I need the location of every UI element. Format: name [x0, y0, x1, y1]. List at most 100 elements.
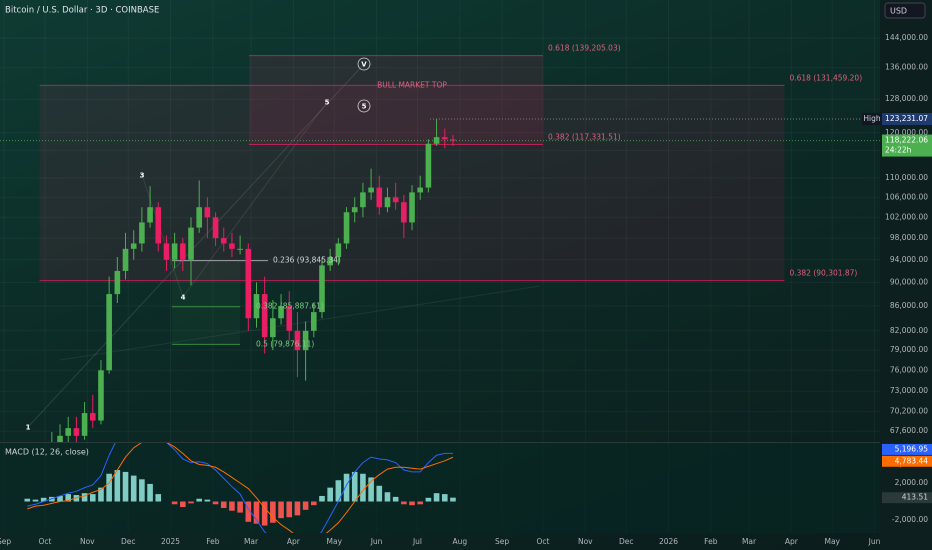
candle-body	[139, 222, 145, 244]
candle-body	[335, 243, 342, 258]
macd-signal-line	[27, 443, 454, 533]
macd-histogram-bar	[171, 501, 178, 505]
candle-body	[343, 212, 350, 244]
macd-value-label: 5,196.95	[895, 444, 929, 453]
macd-histogram-bar	[57, 495, 63, 502]
candle-body	[57, 435, 63, 442]
candle-body	[114, 270, 121, 295]
candle-body	[212, 217, 219, 239]
macd-histogram-bar	[147, 483, 153, 502]
candle-body	[237, 248, 243, 250]
candle-body	[220, 238, 227, 244]
macd-title: MACD (12, 26, close)	[5, 448, 89, 457]
x-tick-label: Apr	[785, 537, 799, 546]
chart-title: Bitcoin / U.S. Dollar · 3D · COINBASE	[5, 6, 159, 16]
candle-body	[401, 202, 407, 223]
candle-body	[278, 306, 284, 319]
macd-value-label: 413.51	[902, 493, 928, 502]
macd-histogram-bar	[278, 501, 284, 519]
macd-histogram-bar	[384, 492, 391, 502]
candle-body	[433, 137, 440, 144]
candle-body	[163, 243, 170, 260]
y-tick-label: 106,000.00	[885, 192, 928, 201]
fib-label: 0.382 (117,331.51)	[548, 132, 621, 141]
macd-histogram-bar	[450, 497, 456, 502]
candle-body	[417, 187, 424, 193]
macd-histogram-bar	[122, 471, 129, 502]
y-tick-label: 110,000.00	[885, 173, 928, 182]
trend-line	[59, 285, 541, 361]
x-tick-label: Jul	[412, 537, 422, 546]
candle-body	[98, 370, 104, 421]
macd-histogram-bar	[24, 498, 31, 502]
y-tick-label: 86,000.00	[890, 301, 928, 310]
macd-value-bg	[882, 492, 932, 504]
candle-body	[360, 192, 366, 208]
macd-histogram-bar	[441, 494, 448, 502]
macd-histogram-bar	[376, 485, 383, 502]
candle-body	[155, 207, 162, 244]
x-tick-label: May	[824, 537, 840, 546]
macd-macd-line	[27, 443, 453, 533]
wave-line	[27, 63, 365, 428]
x-tick-label: Sep	[495, 537, 509, 546]
wave-circle	[357, 57, 371, 71]
macd-tick-label: 2,000.00	[895, 478, 929, 487]
currency-button[interactable]	[884, 2, 926, 19]
wave-line	[182, 101, 328, 298]
candle-body	[310, 312, 317, 331]
macd-histogram-bar	[294, 501, 301, 516]
macd-histogram-bar	[139, 479, 145, 502]
fib-label: 0.382 (90,301.87)	[789, 269, 857, 278]
y-tick-label: 73,000.00	[890, 386, 928, 395]
x-tick-label: 2025	[161, 537, 180, 546]
x-tick-label: Dec	[619, 537, 634, 546]
candle-body	[65, 428, 72, 436]
x-tick-label: Mar	[742, 537, 757, 546]
countdown: 24:22h	[885, 146, 912, 155]
macd-histogram-bar	[409, 501, 415, 506]
macd-histogram-bar	[81, 493, 88, 502]
x-tick-label: Apr	[287, 537, 301, 546]
macd-value-label: 4,783.44	[895, 456, 929, 465]
currency-label[interactable]: USD	[890, 7, 907, 16]
candle-body	[229, 243, 235, 249]
fib-label: 0.618 (139,205.03)	[548, 44, 621, 53]
macd-histogram-bar	[130, 475, 137, 502]
candle-body	[171, 243, 178, 260]
candle-body	[425, 143, 432, 188]
macd-histogram-bar	[351, 471, 358, 502]
wave-label: 3	[140, 172, 145, 180]
candle-body	[351, 207, 358, 213]
macd-histogram-bar	[286, 501, 293, 518]
candle-body	[130, 243, 137, 249]
fib-box	[248, 55, 544, 145]
fib-label: 0.382 (85,887.61)	[256, 302, 324, 311]
macd-histogram-bar	[188, 501, 194, 504]
x-tick-label: May	[327, 537, 343, 546]
macd-histogram-bar	[302, 501, 309, 510]
candle-body	[450, 139, 456, 141]
y-tick-label: 70,200.00	[890, 407, 928, 416]
macd-histogram-bar	[229, 501, 235, 511]
last-price-bg	[882, 134, 932, 157]
y-tick-label: 76,000.00	[890, 365, 928, 374]
x-tick-label: Aug	[452, 537, 467, 546]
macd-value-bg	[882, 443, 932, 455]
candle-body	[73, 428, 80, 436]
candle-body	[180, 243, 186, 260]
x-tick-label: Oct	[39, 537, 52, 546]
candle-body	[196, 207, 202, 228]
candle-body	[319, 265, 325, 313]
fib-zone	[171, 260, 241, 345]
wave-label: 5	[325, 99, 330, 107]
y-tick-label: 128,000.00	[885, 94, 928, 103]
macd-histogram-bar	[425, 497, 432, 502]
macd-histogram-bar	[114, 470, 121, 502]
candle-body	[81, 413, 88, 436]
high-tag: High	[863, 114, 880, 123]
candle-body	[294, 330, 301, 351]
macd-histogram-bar	[401, 501, 407, 505]
